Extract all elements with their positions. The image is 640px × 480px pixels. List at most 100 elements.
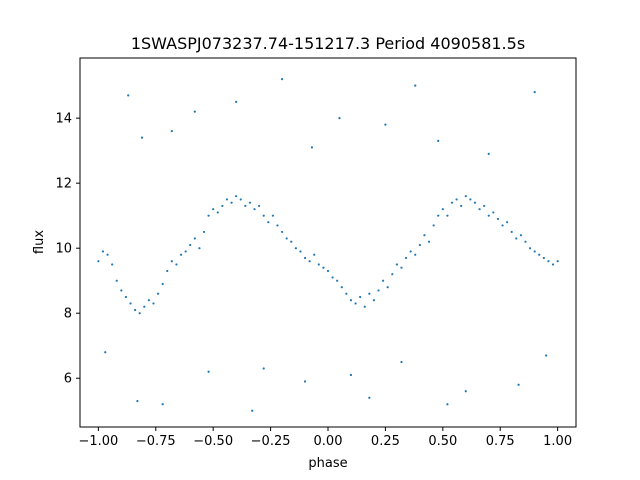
data-point bbox=[372, 299, 376, 302]
data-point bbox=[136, 399, 139, 403]
x-tick-label: −1.00 bbox=[78, 434, 118, 449]
x-tick-label: −0.75 bbox=[136, 434, 176, 449]
x-tick-label: 0.50 bbox=[428, 434, 457, 449]
data-point bbox=[310, 146, 314, 149]
data-point bbox=[193, 237, 196, 240]
chart-title: 1SWASPJ073237.74-151217.3 Period 4090581… bbox=[131, 34, 525, 53]
data-point bbox=[386, 286, 389, 289]
data-point bbox=[441, 208, 444, 211]
data-point bbox=[140, 136, 144, 139]
data-point bbox=[533, 250, 536, 253]
data-point bbox=[418, 243, 421, 247]
data-point bbox=[464, 390, 467, 393]
data-point bbox=[496, 217, 500, 221]
data-point bbox=[235, 100, 238, 103]
data-point bbox=[437, 214, 440, 217]
data-point bbox=[124, 295, 128, 299]
data-point bbox=[519, 234, 522, 237]
data-point bbox=[104, 351, 107, 354]
data-point bbox=[147, 299, 150, 302]
data-point bbox=[299, 250, 302, 253]
data-point bbox=[251, 409, 254, 412]
data-point bbox=[391, 273, 394, 276]
data-point bbox=[409, 250, 412, 253]
data-point bbox=[400, 266, 403, 269]
data-point bbox=[290, 240, 293, 243]
data-point bbox=[253, 208, 256, 211]
y-axis-ticks: 6 8 10 12 14 bbox=[55, 112, 80, 387]
data-point bbox=[547, 260, 550, 263]
data-point bbox=[354, 302, 357, 305]
data-point bbox=[363, 305, 366, 308]
data-point bbox=[483, 204, 486, 208]
data-point bbox=[446, 214, 449, 217]
data-point bbox=[359, 295, 362, 299]
data-point bbox=[469, 198, 472, 201]
data-point bbox=[340, 286, 343, 289]
data-points bbox=[97, 78, 559, 412]
data-point bbox=[285, 237, 288, 240]
data-point bbox=[127, 94, 130, 97]
data-point bbox=[271, 214, 274, 217]
y-tick-label: 10 bbox=[55, 242, 72, 257]
data-point bbox=[345, 292, 348, 295]
data-point bbox=[143, 305, 146, 308]
data-point bbox=[400, 360, 403, 364]
data-point bbox=[170, 260, 173, 263]
data-point bbox=[331, 276, 334, 279]
data-point bbox=[152, 302, 155, 305]
data-point bbox=[235, 195, 238, 198]
data-point bbox=[267, 221, 270, 224]
data-point bbox=[179, 253, 183, 256]
data-point bbox=[384, 123, 387, 126]
data-point bbox=[248, 201, 252, 204]
data-point bbox=[166, 269, 169, 273]
data-point bbox=[377, 289, 380, 292]
data-point bbox=[510, 230, 513, 234]
data-point bbox=[427, 240, 431, 243]
x-tick-label: −0.25 bbox=[251, 434, 291, 449]
data-point bbox=[313, 253, 316, 256]
data-point bbox=[437, 139, 440, 142]
data-point bbox=[515, 237, 518, 240]
data-point bbox=[446, 403, 449, 406]
x-tick-label: 1.00 bbox=[543, 434, 572, 449]
data-point bbox=[487, 152, 490, 156]
data-point bbox=[473, 201, 477, 204]
data-point bbox=[338, 117, 341, 120]
data-point bbox=[368, 292, 371, 295]
data-point bbox=[115, 279, 118, 282]
data-point bbox=[432, 224, 435, 227]
x-axis-label: phase bbox=[308, 456, 347, 471]
data-point bbox=[455, 198, 458, 201]
y-axis-label: flux bbox=[32, 230, 47, 254]
data-point bbox=[207, 214, 210, 217]
data-point bbox=[230, 201, 233, 204]
x-tick-label: 0.25 bbox=[371, 434, 400, 449]
y-tick-label: 8 bbox=[64, 307, 72, 322]
data-point bbox=[317, 263, 320, 266]
data-point bbox=[97, 260, 100, 263]
data-point bbox=[308, 260, 311, 263]
data-point bbox=[161, 403, 164, 406]
data-point bbox=[202, 230, 206, 234]
data-point bbox=[280, 78, 284, 81]
data-point bbox=[216, 211, 219, 214]
data-point bbox=[404, 256, 408, 260]
data-point bbox=[506, 221, 509, 224]
data-point bbox=[134, 308, 137, 312]
data-point bbox=[276, 224, 279, 227]
data-point bbox=[528, 247, 532, 250]
data-point bbox=[258, 204, 261, 208]
data-point bbox=[551, 263, 555, 266]
data-point bbox=[225, 198, 229, 201]
data-point bbox=[111, 263, 114, 266]
data-point bbox=[294, 247, 297, 250]
data-point bbox=[221, 204, 224, 208]
data-point bbox=[464, 195, 467, 198]
data-point bbox=[349, 373, 353, 377]
x-tick-label: 0.75 bbox=[486, 434, 515, 449]
data-point bbox=[244, 204, 247, 208]
data-point bbox=[487, 214, 490, 217]
